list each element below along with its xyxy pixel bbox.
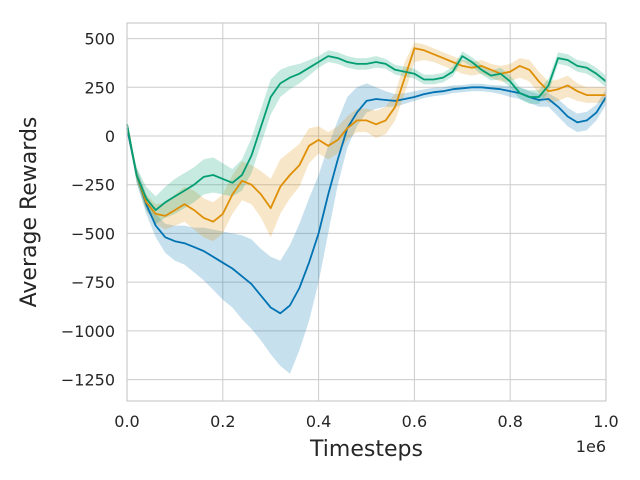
tick-labels: 0.0 0.2 0.4 0.6 0.8 1.0 500 250 0 −250 −500 −750 −10… [61, 30, 619, 431]
x-tick-label: 1.0 [593, 412, 618, 431]
y-tick-label: 0 [105, 127, 115, 146]
x-tick-label: 0.6 [402, 412, 427, 431]
x-tick-label: 0.2 [210, 412, 235, 431]
x-tick-label: 0.0 [114, 412, 139, 431]
y-tick-label: −1000 [61, 322, 115, 341]
y-tick-label: −250 [71, 176, 115, 195]
series-3-band [127, 50, 606, 224]
y-axis-label: Average Rewards [17, 117, 42, 308]
y-tick-label: −1250 [61, 371, 115, 390]
y-tick-label: −750 [71, 273, 115, 292]
series-2-band [127, 42, 606, 242]
confidence-bands [127, 42, 606, 374]
plot-frame [126, 22, 607, 402]
series-2-line [126, 47, 606, 223]
series-1-band [127, 83, 606, 374]
x-tick-label: 0.8 [497, 412, 522, 431]
y-tick-label: 500 [84, 30, 115, 49]
y-tick-label: −500 [71, 224, 115, 243]
series-lines [126, 47, 607, 315]
axes [126, 22, 607, 402]
series-3-line [126, 55, 607, 211]
x-offset-label: 1e6 [576, 437, 606, 456]
x-axis-label: Timesteps [309, 437, 423, 462]
y-tick-label: 250 [84, 78, 115, 97]
x-tick-label: 0.4 [306, 412, 331, 431]
